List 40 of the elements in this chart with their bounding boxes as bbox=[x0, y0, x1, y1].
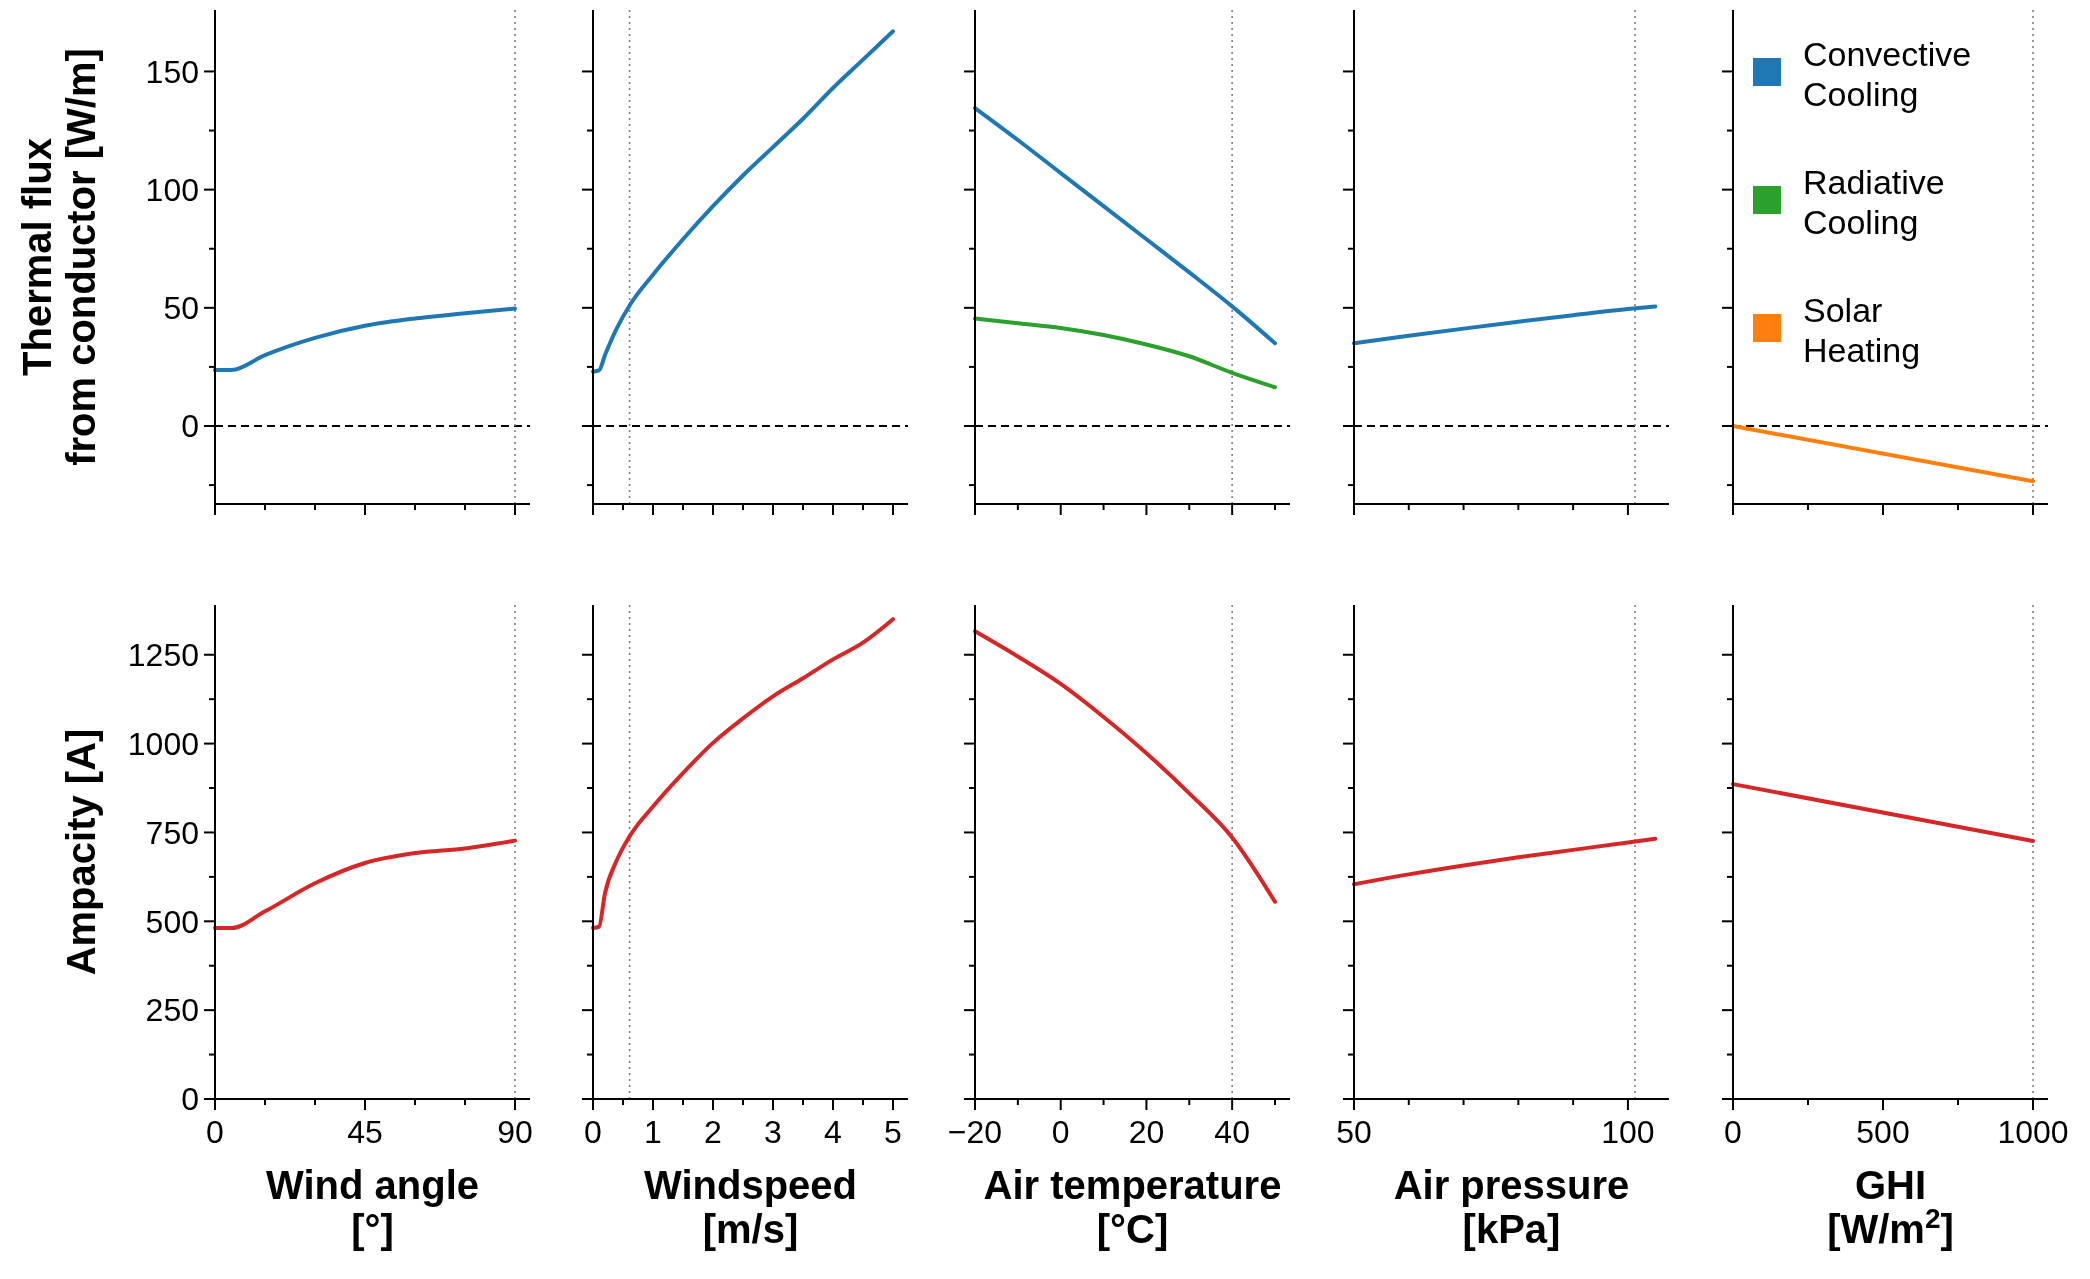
x-tick-label: 0 bbox=[206, 1114, 224, 1150]
y-tick-label: 750 bbox=[145, 814, 199, 851]
y-tick-label: 0 bbox=[181, 1081, 199, 1118]
y-tick-label: 250 bbox=[145, 992, 199, 1029]
x-tick-label: 90 bbox=[497, 1114, 533, 1150]
x-tick-label: −20 bbox=[947, 1114, 1003, 1150]
x-tick-label: 40 bbox=[1214, 1114, 1250, 1150]
x-tick-label: 100 bbox=[1601, 1114, 1655, 1150]
x-axis-title: GHI [W/m$^{2}$] bbox=[1827, 1163, 1954, 1251]
x-tick-label: 0 bbox=[584, 1114, 602, 1150]
y-axis-title: Thermal flux from conductor [W/m] bbox=[15, 48, 103, 466]
legend-label: Radiative Cooling bbox=[1803, 163, 1945, 241]
legend-label: Solar Heating bbox=[1803, 291, 1921, 369]
y-tick-label: 1250 bbox=[127, 636, 199, 673]
x-tick-label: 2 bbox=[704, 1114, 722, 1150]
x-axis-title: Wind angle [°] bbox=[266, 1163, 479, 1251]
x-tick-label: 0 bbox=[1724, 1114, 1742, 1150]
x-tick-label: 4 bbox=[824, 1114, 842, 1150]
line-series bbox=[213, 306, 517, 372]
x-tick-label: 500 bbox=[1856, 1114, 1910, 1150]
x-tick-label: 5 bbox=[884, 1114, 902, 1150]
x-tick-label: 3 bbox=[764, 1114, 782, 1150]
y-tick-label: 150 bbox=[145, 53, 199, 90]
x-axis-title: Air temperature [°C] bbox=[983, 1163, 1282, 1251]
legend-label: Convective Cooling bbox=[1803, 35, 1972, 113]
x-tick-label: 1000 bbox=[1997, 1114, 2069, 1150]
x-axis-title: Air pressure [kPa] bbox=[1393, 1163, 1630, 1251]
x-axis-title: Windspeed [m/s] bbox=[644, 1163, 857, 1251]
y-axis-title: Ampacity [A] bbox=[59, 728, 103, 976]
y-tick-label: 500 bbox=[145, 903, 199, 940]
x-tick-label: 1 bbox=[644, 1114, 662, 1150]
y-tick-label: 1000 bbox=[127, 725, 199, 762]
y-tick-label: 100 bbox=[145, 171, 199, 208]
line-series bbox=[213, 838, 517, 931]
y-tick-label: 0 bbox=[181, 408, 199, 445]
x-tick-label: 45 bbox=[347, 1114, 383, 1150]
x-tick-label: 50 bbox=[1336, 1114, 1372, 1150]
x-tick-label: 20 bbox=[1128, 1114, 1165, 1150]
y-tick-label: 50 bbox=[163, 290, 199, 327]
x-tick-label: 0 bbox=[1051, 1114, 1070, 1150]
